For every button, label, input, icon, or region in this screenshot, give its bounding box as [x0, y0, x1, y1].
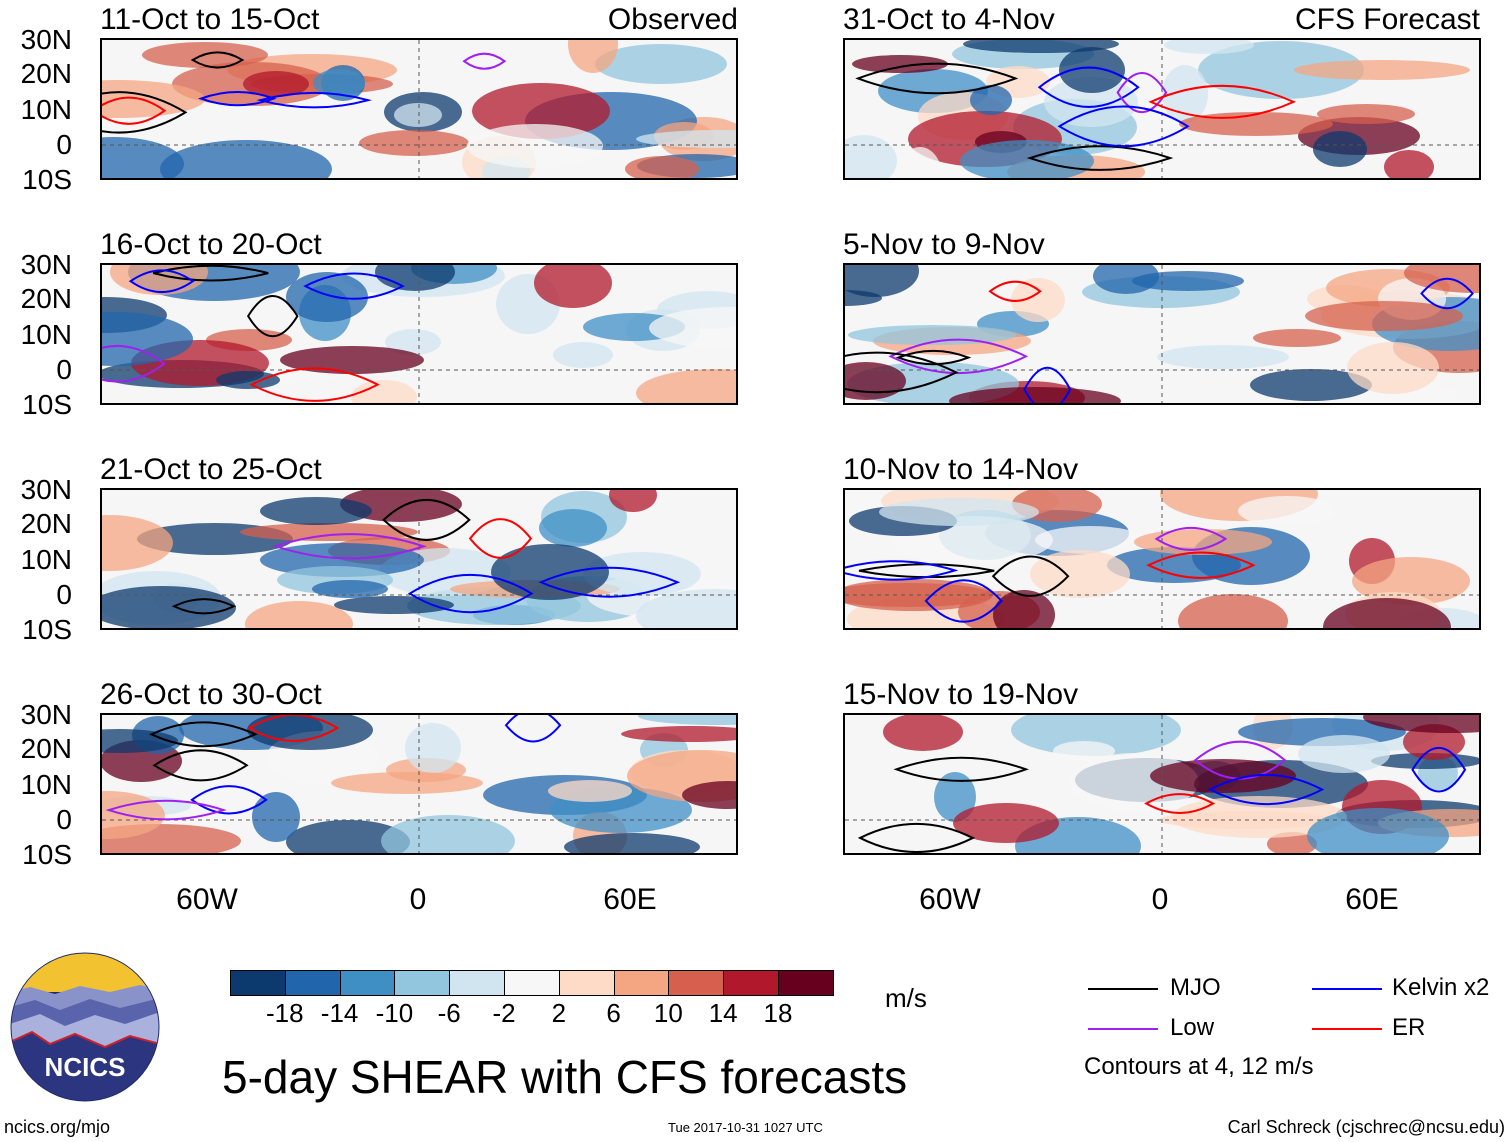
lat-20n: 20N	[20, 58, 72, 89]
lat-20n: 20N	[20, 733, 72, 764]
lat-30n: 30N	[20, 249, 72, 280]
colorbar-tick-label: -2	[492, 998, 516, 1028]
legend-label-mjo: MJO	[1170, 974, 1221, 1001]
colorbar-swatch	[449, 970, 505, 996]
main-title: 5-day SHEAR with CFS forecasts	[222, 1051, 908, 1103]
colorbar-unit: m/s	[885, 983, 927, 1013]
legend-line-er	[1312, 1028, 1382, 1030]
lat-10s: 10S	[22, 164, 72, 195]
ncics-logo: NCICS	[10, 952, 160, 1102]
colorbar-swatch	[778, 970, 834, 996]
lat-10n: 10N	[20, 544, 72, 575]
map-panel-left-3	[100, 488, 738, 630]
legend-label-low: Low	[1170, 1014, 1215, 1041]
map-panel-right-3	[843, 488, 1481, 630]
colorbar-swatch	[339, 970, 396, 996]
lat-30n: 30N	[20, 474, 72, 505]
footer-url: ncics.org/mjo	[4, 1117, 111, 1137]
lon-0-right: 0	[1151, 883, 1169, 916]
lat-10n: 10N	[20, 769, 72, 800]
colorbar-tick-label: -10	[375, 998, 414, 1028]
observed-label: Observed	[607, 3, 738, 36]
lat-0: 0	[56, 579, 72, 610]
lat-0: 0	[56, 129, 72, 160]
panel-title-right-3: 10-Nov to 14-Nov	[843, 453, 1079, 486]
lat-10s: 10S	[22, 389, 72, 420]
colorbar-tick-label: -14	[320, 998, 359, 1028]
panel-title-right-1: 31-Oct to 4-Nov	[843, 3, 1055, 36]
colorbar-swatch	[668, 970, 725, 996]
colorbar-swatch	[723, 970, 779, 996]
lat-10s: 10S	[22, 839, 72, 870]
lat-30n: 30N	[20, 699, 72, 730]
map-panel-right-1	[843, 38, 1481, 180]
cfs-forecast-label: CFS Forecast	[1294, 3, 1480, 36]
lat-0: 0	[56, 804, 72, 835]
map-panel-left-4	[100, 713, 738, 855]
lon-60w-right: 60W	[919, 883, 981, 916]
map-panel-right-4	[843, 713, 1481, 855]
lon-60e-left: 60E	[603, 883, 657, 916]
legend-label-kelvin: Kelvin x2	[1392, 974, 1490, 1001]
legend-note: Contours at 4, 12 m/s	[1084, 1053, 1314, 1080]
colorbar-tick-label: 14	[708, 998, 738, 1028]
lon-0-left: 0	[409, 883, 427, 916]
lat-20n: 20N	[20, 283, 72, 314]
panel-title-left-2: 16-Oct to 20-Oct	[100, 228, 322, 261]
footer-timestamp: Tue 2017-10-31 1027 UTC	[668, 1120, 823, 1135]
panel-title-right-2: 5-Nov to 9-Nov	[843, 228, 1045, 261]
lat-0: 0	[56, 354, 72, 385]
map-panel-left-1	[100, 38, 738, 180]
panel-title-left-1: 11-Oct to 15-Oct	[100, 3, 320, 36]
lon-60e-right: 60E	[1345, 883, 1399, 916]
colorbar-tick-label: -6	[437, 998, 461, 1028]
lat-10n: 10N	[20, 94, 72, 125]
lat-30n: 30N	[20, 24, 72, 55]
map-panel-right-2	[843, 263, 1481, 405]
logo-text: NCICS	[44, 1052, 126, 1082]
lon-60w-left: 60W	[176, 883, 238, 916]
legend-line-low	[1088, 1028, 1158, 1030]
colorbar-swatch	[613, 970, 670, 996]
colorbar-tick-label: 10	[653, 998, 683, 1028]
colorbar-swatch	[230, 970, 286, 996]
panel-title-left-3: 21-Oct to 25-Oct	[100, 453, 322, 486]
colorbar-swatch	[504, 970, 560, 996]
lat-20n: 20N	[20, 508, 72, 539]
colorbar-tick-label: -18	[266, 998, 304, 1028]
colorbar-swatch	[284, 970, 341, 996]
lat-10n: 10N	[20, 319, 72, 350]
legend-line-mjo	[1088, 988, 1158, 990]
map-panel-left-2	[100, 263, 738, 405]
panel-title-left-4: 26-Oct to 30-Oct	[100, 678, 322, 711]
colorbar-tick-label: 6	[606, 998, 621, 1028]
colorbar-swatch	[558, 970, 615, 996]
panel-title-right-4: 15-Nov to 19-Nov	[843, 678, 1079, 711]
colorbar-tick-label: 18	[763, 998, 793, 1028]
lat-10s: 10S	[22, 614, 72, 645]
colorbar-tick-label: 2	[551, 998, 567, 1028]
legend-label-er: ER	[1392, 1014, 1426, 1041]
footer-author: Carl Schreck (cjschrec@ncsu.edu)	[1227, 1117, 1505, 1137]
legend-line-kelvin	[1312, 988, 1382, 990]
colorbar-swatch	[394, 970, 451, 996]
